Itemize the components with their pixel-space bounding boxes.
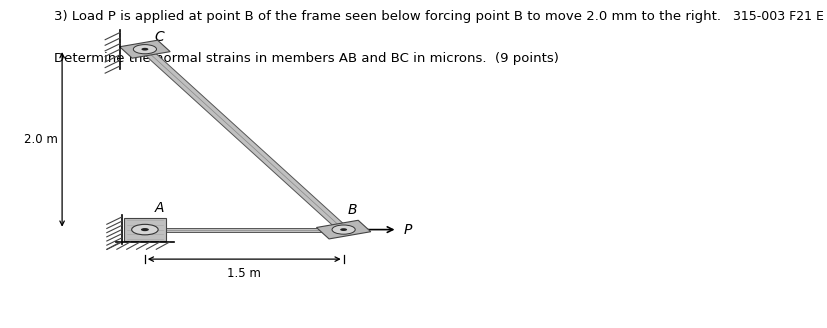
Circle shape [141,228,149,231]
Circle shape [131,224,158,235]
Text: 1.5 m: 1.5 m [227,267,261,280]
Polygon shape [145,228,343,232]
Text: A: A [155,201,164,215]
Text: Determine the normal strains in members AB and BC in microns.  (9 points): Determine the normal strains in members … [54,52,558,66]
Text: C: C [155,30,165,44]
Text: B: B [347,203,356,217]
Polygon shape [140,48,348,231]
Polygon shape [119,40,170,58]
Circle shape [141,48,148,51]
Bar [124,218,165,241]
Circle shape [332,225,355,234]
Circle shape [133,45,156,54]
Text: 315-003 F21 E: 315-003 F21 E [732,10,823,23]
Text: 2.0 m: 2.0 m [25,133,58,146]
Text: 3) Load P is applied at point B of the frame seen below forcing point B to move : 3) Load P is applied at point B of the f… [54,10,720,23]
Circle shape [340,228,347,231]
Text: P: P [404,223,412,236]
Polygon shape [316,220,370,239]
